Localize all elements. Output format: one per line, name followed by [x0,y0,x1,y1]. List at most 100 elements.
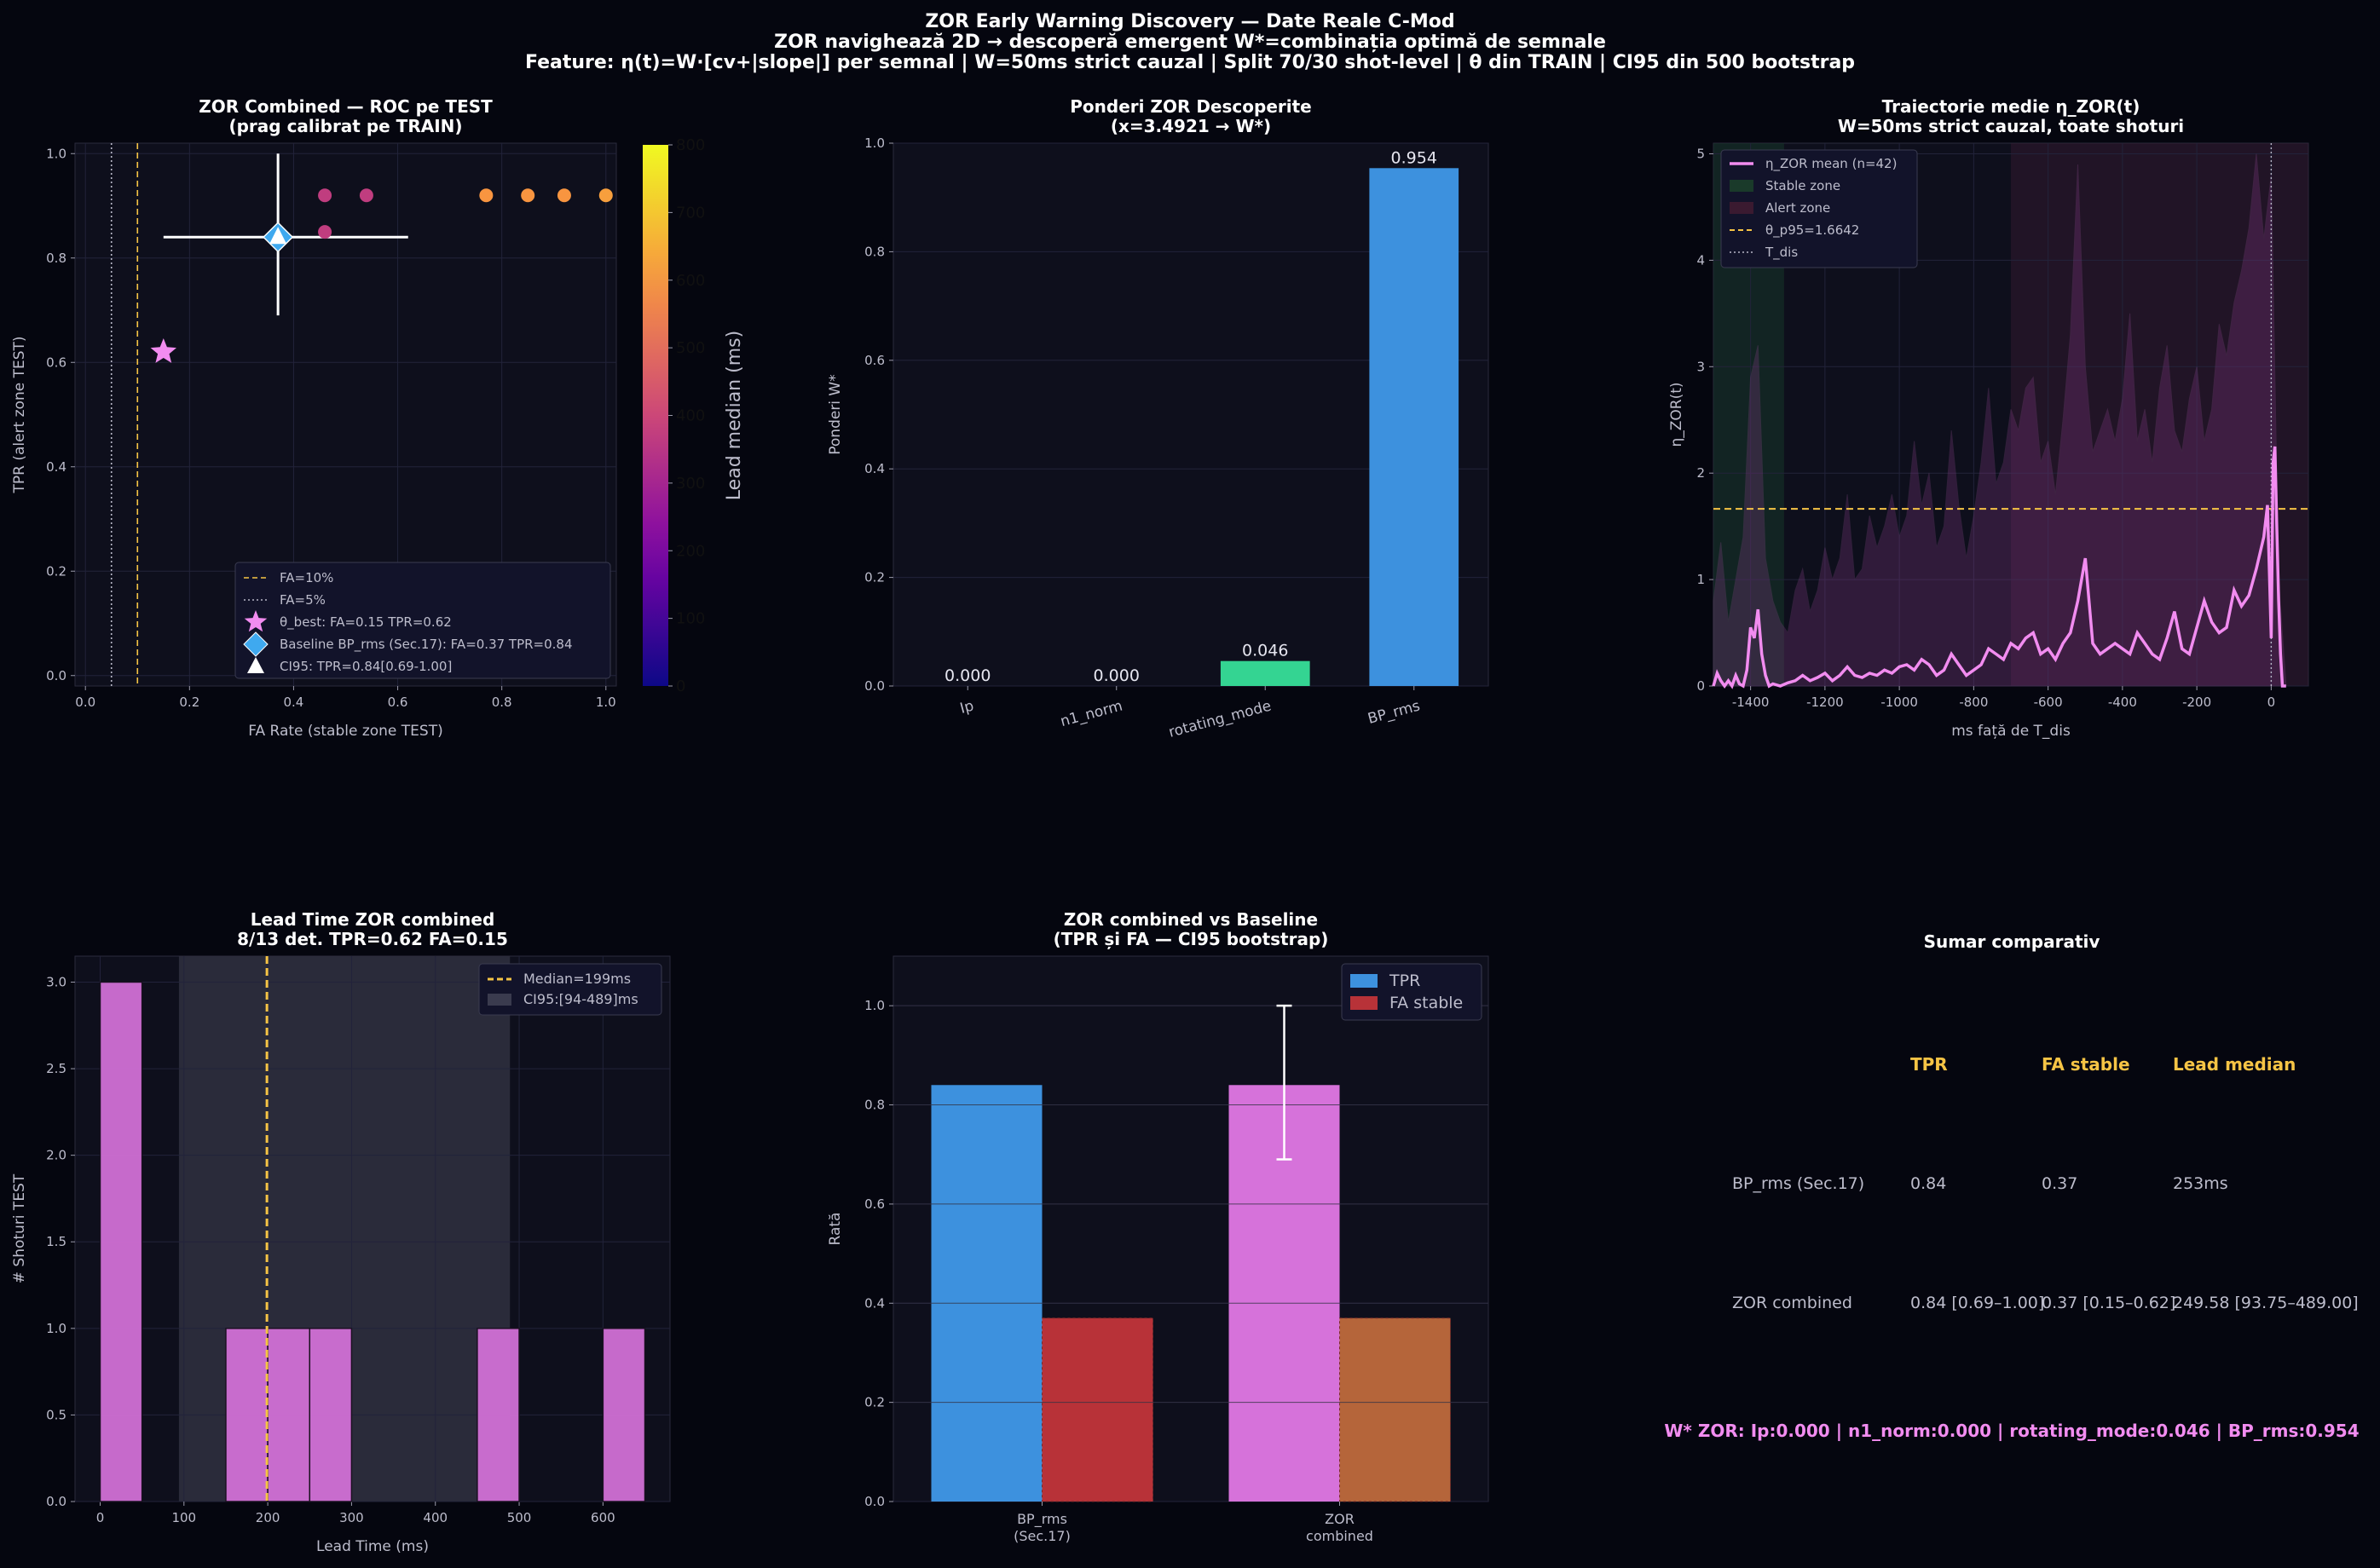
roc-colorbar: 0 100 200 300 400 500 600 700 800 Lead median (ms… [643,136,745,695]
colorbar-tick-label: 700 [676,204,705,222]
roc-point [479,188,494,203]
weight-bar-value: 0.954 [1391,148,1437,167]
lead-bin [477,1328,520,1502]
lead-bin [309,1328,353,1502]
roc-legend-diamond-swatch [243,631,269,657]
roc-title: (prag calibrat pe TRAIN) [228,116,462,136]
comp-bar-fa [1042,1317,1153,1502]
traj-ytick-label: 3 [1696,359,1705,374]
roc-ytick-label: 1.0 [46,146,66,161]
weights-xtick-label: n1_norm [1059,698,1124,731]
summary-cell: 0.84 [0.69–1.00] [1910,1294,2044,1312]
comp-ytick-label: 0.8 [864,1098,885,1113]
weights-ytick-label: 0.2 [864,570,885,585]
traj-band [1713,153,2287,687]
colorbar-tick-label: 300 [676,475,705,493]
weight-bar-BP_rms [1369,168,1459,686]
traj-xtick-label: -1400 [1732,695,1770,710]
comp-xtick-label: BP_rms [1017,1511,1067,1528]
summary-header: FA stable [2042,1054,2130,1075]
traj-ytick-label: 1 [1696,572,1705,587]
roc-xtick-label: 0.2 [179,695,199,710]
weights-xtick-label: rotating_mode [1167,698,1274,741]
lead-bin [267,1328,311,1502]
traj-xlabel: ms față de T_dis [1951,723,2071,740]
comp-legend-swatch [1350,996,1378,1010]
colorbar-label: Lead median (ms) [724,331,745,500]
lead-xtick-label: 500 [507,1510,532,1525]
weights-xtick-label: Ip [958,698,975,718]
roc-point [318,188,332,203]
comp-legend-label: TPR [1389,971,1420,990]
colorbar-tick-label: 600 [676,272,705,290]
comp-title: ZOR combined vs Baseline [1064,909,1318,930]
traj-ytick-label: 2 [1696,465,1705,481]
lead-legend-label: Median=199ms [523,971,631,987]
comp-bar-fa [1339,1317,1451,1502]
leadtime-panel: 0.0 0.5 1.0 1.5 2.0 2.5 3.0 0 100 200 300 400 500 600… [11,909,671,1555]
lead-bin [225,1328,269,1502]
weights-ylabel: Ponderi W* [827,374,844,455]
roc-point [318,225,332,239]
comp-ytick-label: 0.4 [864,1295,885,1311]
weight-bar-rotating_mode [1220,660,1310,686]
colorbar-tick-label: 400 [676,407,705,425]
summary-cell: 249.58 [93.75–489.00] [2173,1294,2359,1312]
comp-ytick-label: 0.6 [864,1196,885,1212]
roc-ci-marker [269,227,287,245]
traj-legend-swatch [1730,202,1753,214]
colorbar-tick-label: 200 [676,542,705,560]
lead-ylabel: # Shoturi TEST [11,1173,28,1283]
weights-ytick-label: 0.6 [864,353,885,368]
comp-ylabel: Rată [827,1213,844,1246]
lead-bin [99,981,143,1502]
figure-suptitle: ZOR Early Warning Discovery — Date Reale… [525,11,1855,73]
summary-cell: 0.37 [2042,1174,2077,1193]
comp-legend-swatch [1350,974,1378,988]
lead-ytick-label: 1.0 [46,1321,66,1336]
traj-title: Traiectorie medie η_ZOR(t) [1882,96,2140,117]
comp-legend: TPR FA stable [1341,963,1482,1021]
roc-xtick-label: 1.0 [596,695,616,710]
roc-legend-label: FA=10% [280,570,333,585]
roc-ytick-label: 0.6 [46,355,66,370]
traj-xtick-label: -600 [2034,695,2063,710]
traj-legend-label: Alert zone [1765,200,1830,216]
lead-ytick-label: 1.5 [46,1234,66,1249]
comparison-panel: 0.0 0.2 0.4 0.6 0.8 1.0 ZOR combined vs Baseli… [827,909,1489,1544]
colorbar-tick-label: 100 [676,610,705,628]
traj-xtick-label: -200 [2182,695,2211,710]
roc-legend-triangle-swatch [247,657,264,673]
weights-panel: 0.0 0.2 0.4 0.6 0.8 1.0 Ponderi ZOR Descoperit… [827,96,1489,741]
comp-ytick-label: 1.0 [864,998,885,1013]
roc-point [598,188,613,203]
lead-title: 8/13 det. TPR=0.62 FA=0.15 [237,929,508,949]
traj-legend-label: T_dis [1765,245,1798,261]
summary-footer: W* ZOR: Ip:0.000 | n1_norm:0.000 | rotat… [1664,1421,2359,1441]
summary-panel: Sumar comparativ TPR FA stable Lead median B… [1664,931,2359,1441]
lead-ytick-label: 0.0 [46,1494,66,1509]
roc-panel: 0.0 0.2 0.4 0.6 0.8 1.0 0.0 0.2 0.4 0.6 0.8 1.0 ZOR … [11,96,745,740]
lead-bin [602,1328,646,1502]
lead-title: Lead Time ZOR combined [251,909,495,930]
comp-xtick-label: ZOR [1325,1511,1355,1527]
summary-cell: 253ms [2173,1174,2228,1193]
traj-xtick-label: 0 [2267,695,2276,710]
lead-xtick-label: 100 [171,1510,196,1525]
roc-point [521,188,535,203]
lead-xtick-label: 0 [96,1510,105,1525]
comp-bar-tpr [931,1085,1043,1502]
roc-ylabel: TPR (alert zone TEST) [11,336,28,493]
weight-bar-value: 0.046 [1242,642,1288,660]
roc-legend-label: CI95: TPR=0.84[0.69-1.00] [280,659,452,674]
traj-legend-label: Stable zone [1765,178,1840,193]
weight-bar-value: 0.000 [944,666,991,685]
roc-legend-label: θ_best: FA=0.15 TPR=0.62 [280,614,452,631]
roc-xtick-label: 0.0 [75,695,95,710]
weight-bar-value: 0.000 [1094,666,1140,685]
comp-title: (TPR și FA — CI95 bootstrap) [1054,929,1329,949]
traj-xtick-label: -400 [2108,695,2137,710]
roc-xtick-label: 0.6 [388,695,408,710]
traj-legend-box [1720,149,1918,268]
